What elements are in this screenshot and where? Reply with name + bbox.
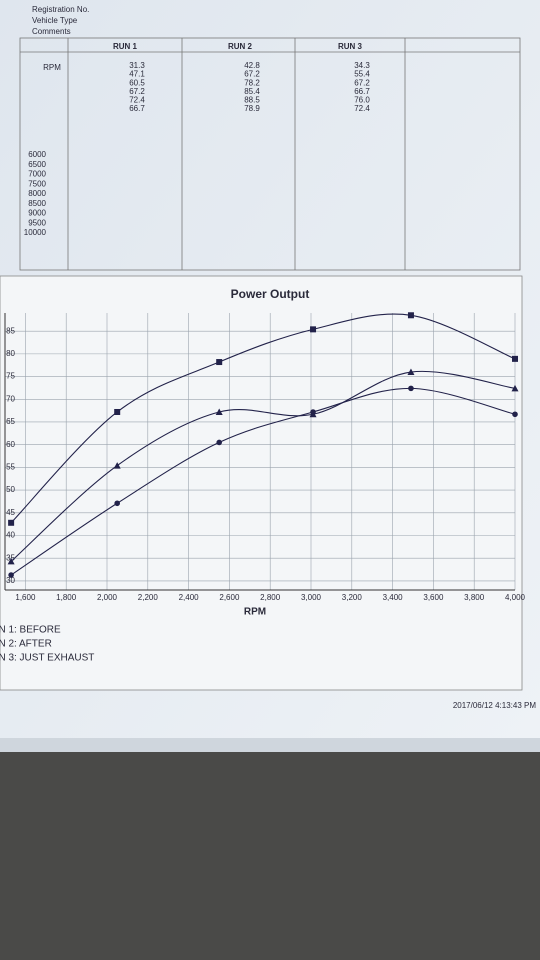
rpm-cell: 7500 <box>28 179 46 188</box>
y-tick-label: 35 <box>6 553 15 562</box>
y-tick-label: 80 <box>6 349 15 358</box>
table-cell: 67.2 <box>354 78 370 87</box>
series-line <box>10 313 516 524</box>
content: Registration No. Vehicle Type Comments RPM R… <box>0 5 526 664</box>
x-tick-label: 1,800 <box>56 593 77 602</box>
rpm-cell: 7000 <box>28 170 46 179</box>
y-tick-label: 50 <box>6 485 15 494</box>
marker <box>408 385 414 392</box>
header-field: Comments <box>32 27 71 36</box>
series-line <box>10 387 516 576</box>
x-tick-label: 3,200 <box>342 593 363 602</box>
table-cell: 42.8 <box>244 61 260 70</box>
table-cell: 47.1 <box>129 70 145 79</box>
table-cell: 85.4 <box>244 87 260 96</box>
rpm-cell: 9000 <box>28 209 46 218</box>
y-tick-label: 55 <box>6 463 15 472</box>
x-tick-label: 2,600 <box>219 593 240 602</box>
table-cell: 66.7 <box>354 87 370 96</box>
y-tick-label: 60 <box>6 440 15 449</box>
header-field: Vehicle Type <box>32 16 78 25</box>
chart-frame <box>0 275 523 691</box>
marker <box>216 439 222 446</box>
series-line <box>10 370 516 562</box>
marker <box>407 368 415 376</box>
rpm-cell: 10000 <box>24 228 47 237</box>
rpm-cell: 9500 <box>28 218 46 227</box>
legend-entry: RUN 1: BEFORE <box>0 625 61 636</box>
table-cell: 66.7 <box>129 104 145 113</box>
y-tick-label: 40 <box>6 531 15 540</box>
marker <box>310 326 317 333</box>
table-cell: 78.9 <box>244 104 260 113</box>
chart-title: Power Output <box>231 287 310 301</box>
x-tick-label: 2,000 <box>97 593 118 602</box>
marker <box>512 411 518 418</box>
table-cell: 34.3 <box>354 61 370 70</box>
x-tick-label: 4,000 <box>505 593 526 602</box>
x-tick-label: 2,200 <box>138 593 159 602</box>
x-tick-label: 2,800 <box>260 593 281 602</box>
marker <box>512 355 518 362</box>
y-tick-label: 65 <box>6 417 15 426</box>
table-cell: 78.2 <box>244 78 260 87</box>
marker <box>7 557 15 565</box>
marker <box>8 519 15 526</box>
timestamp: 2017/06/12 4:13:43 PM <box>453 701 537 710</box>
y-tick-label: 30 <box>6 576 15 585</box>
marker <box>8 572 14 578</box>
rpm-cell: 8000 <box>28 189 46 198</box>
table-cell: 60.5 <box>129 78 145 87</box>
y-tick-label: 70 <box>6 394 15 403</box>
marker <box>309 410 317 418</box>
rpm-cell: 6500 <box>28 160 46 169</box>
y-tick-label: 85 <box>6 326 15 335</box>
marker <box>216 359 223 366</box>
marker <box>114 500 120 507</box>
table-cell: 67.2 <box>244 70 260 79</box>
table-header: RUN 3 <box>338 42 363 51</box>
table-cell: 72.4 <box>354 104 370 113</box>
x-tick-label: 3,600 <box>423 593 444 602</box>
x-tick-label: 2,400 <box>179 593 200 602</box>
table-cell: 72.4 <box>129 96 145 105</box>
marker <box>215 408 223 415</box>
marker <box>114 408 121 415</box>
x-tick-label: 3,000 <box>301 593 322 602</box>
marker <box>113 462 121 469</box>
x-tick-label: 1,600 <box>15 593 36 602</box>
table-cell: 67.2 <box>129 87 145 96</box>
table-cell: 88.5 <box>244 96 260 105</box>
legend-entry: RUN 2: AFTER <box>0 639 52 650</box>
x-tick-label: 3,800 <box>464 593 485 602</box>
y-tick-label: 75 <box>6 372 15 381</box>
paper-edge <box>0 738 540 752</box>
table-cell: 76.0 <box>354 96 370 105</box>
rpm-cell: 8500 <box>28 199 46 208</box>
table-header: RUN 2 <box>228 42 253 51</box>
x-tick-label: 3,400 <box>383 593 404 602</box>
header-field: Registration No. <box>32 5 89 14</box>
rpm-cell: 6000 <box>28 150 46 159</box>
table-frame <box>19 37 521 271</box>
table-header: RUN 1 <box>113 42 138 51</box>
table-header: RPM <box>43 63 61 72</box>
legend-entry: RUN 3: JUST EXHAUST <box>0 653 94 664</box>
y-tick-label: 45 <box>6 508 15 517</box>
table-cell: 31.3 <box>129 61 145 70</box>
marker <box>407 312 414 319</box>
x-axis-label: RPM <box>244 607 266 618</box>
marker <box>511 384 519 392</box>
table-cell: 55.4 <box>354 70 370 79</box>
